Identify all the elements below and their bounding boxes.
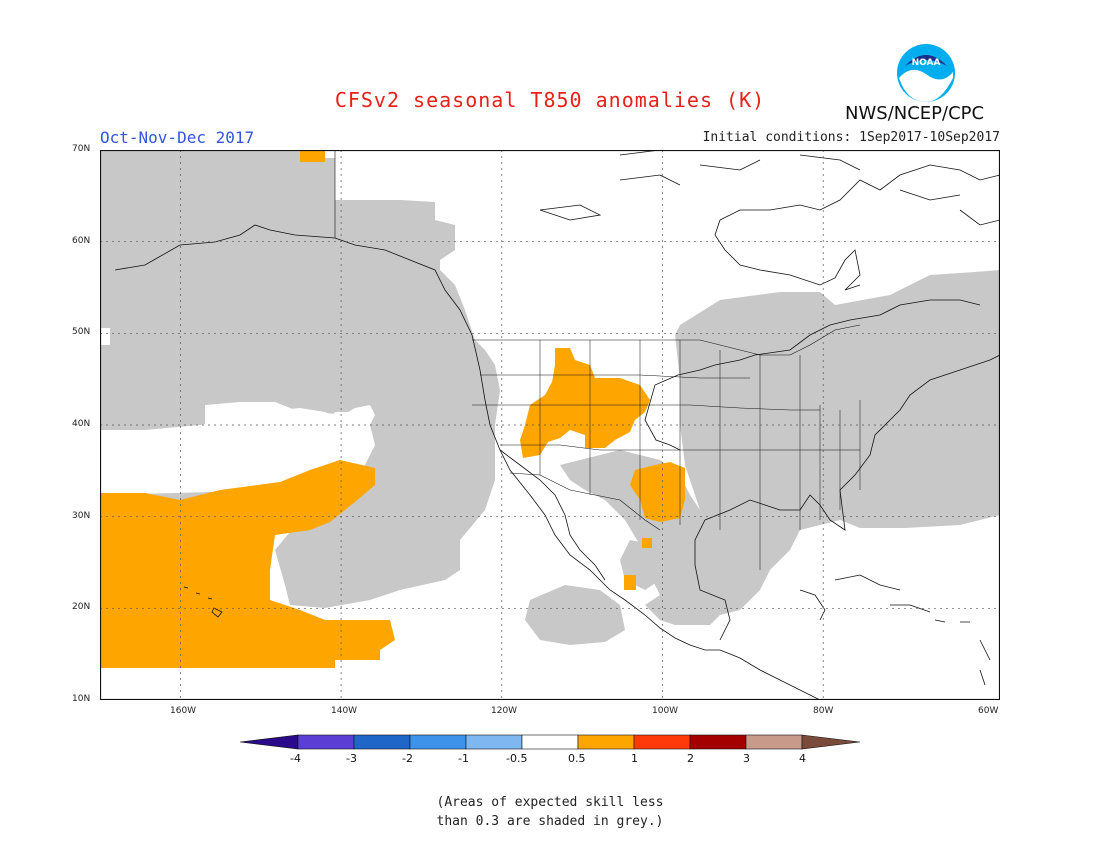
warm-anomaly-rockies xyxy=(520,348,650,458)
warm-anomaly-subtropical-pacific xyxy=(100,460,395,668)
lat-label: 50N xyxy=(72,327,91,337)
lat-label: 20N xyxy=(72,602,91,612)
graticule xyxy=(100,150,1000,700)
legend-swatch xyxy=(297,734,355,750)
legend-label: 2 xyxy=(687,752,694,765)
lat-label: 60N xyxy=(72,236,91,246)
legend-label: 0.5 xyxy=(568,752,586,765)
legend-label: 4 xyxy=(799,752,806,765)
map-title: CFSv2 seasonal T850 anomalies (K) xyxy=(334,88,766,112)
skill-note: (Areas of expected skill less than 0.3 a… xyxy=(0,793,1100,831)
coastline-arctic-islands xyxy=(539,150,1000,226)
forecast-period: Oct-Nov-Dec 2017 xyxy=(100,128,255,147)
noaa-logo-wave xyxy=(899,69,953,102)
legend-label: -1 xyxy=(458,752,469,765)
lat-label: 10N xyxy=(72,694,91,704)
lon-label: 60W xyxy=(978,706,999,716)
skill-mask-east xyxy=(560,270,1000,625)
warm-anomaly-alaska-north xyxy=(300,150,325,162)
legend-swatch xyxy=(465,734,523,750)
skill-note-line-2: than 0.3 are shaded in grey.) xyxy=(436,814,664,829)
lon-label: 100W xyxy=(652,706,679,716)
anomaly-map xyxy=(100,150,1000,700)
legend-label: -4 xyxy=(290,752,301,765)
lat-label: 30N xyxy=(72,511,91,521)
legend-swatch xyxy=(689,734,747,750)
legend-arrow-cold xyxy=(240,734,299,750)
legend-swatch xyxy=(745,734,803,750)
agency-label: NWS/NCEP/CPC xyxy=(845,103,985,124)
skill-note-line-1: (Areas of expected skill less xyxy=(436,795,664,810)
lon-label: 140W xyxy=(331,706,358,716)
noaa-logo-bird xyxy=(905,55,947,66)
skill-mask-east-pacific xyxy=(525,585,625,645)
coastline-hudson-bay xyxy=(714,164,1000,291)
coastline-hawaii xyxy=(183,586,223,618)
legend-label: 1 xyxy=(631,752,638,765)
map-frame xyxy=(100,150,1000,700)
noaa-logo: NOAA xyxy=(897,44,955,102)
no-signal-cut-hawaii xyxy=(100,328,345,440)
legend-label: -0.5 xyxy=(506,752,528,765)
lon-label: 80W xyxy=(813,706,834,716)
legend-label: 3 xyxy=(743,752,750,765)
legend-swatch xyxy=(353,734,411,750)
legend-label: -2 xyxy=(402,752,413,765)
legend-swatch xyxy=(577,734,635,750)
skill-mask-pacific xyxy=(100,150,500,608)
warm-anomaly-texas xyxy=(630,462,685,522)
warm-anomaly-mexico-small xyxy=(624,575,636,590)
legend-label: -3 xyxy=(346,752,357,765)
lon-label: 160W xyxy=(170,706,197,716)
initial-conditions: Initial conditions: 1Sep2017-10Sep2017 xyxy=(702,130,1000,145)
legend-arrow-warm xyxy=(801,734,861,750)
lat-label: 70N xyxy=(72,144,91,154)
warm-anomaly-gulf-small xyxy=(642,538,652,548)
lon-label: 120W xyxy=(491,706,518,716)
coastline-caribbean xyxy=(799,574,991,686)
legend-swatch xyxy=(521,734,579,750)
legend-swatch xyxy=(633,734,691,750)
colorbar-legend xyxy=(240,734,861,750)
legend-swatch xyxy=(409,734,467,750)
border-canada-us xyxy=(334,150,861,356)
us-state-lines xyxy=(472,340,861,570)
lat-label: 40N xyxy=(72,419,91,429)
noaa-logo-text: NOAA xyxy=(912,58,941,68)
